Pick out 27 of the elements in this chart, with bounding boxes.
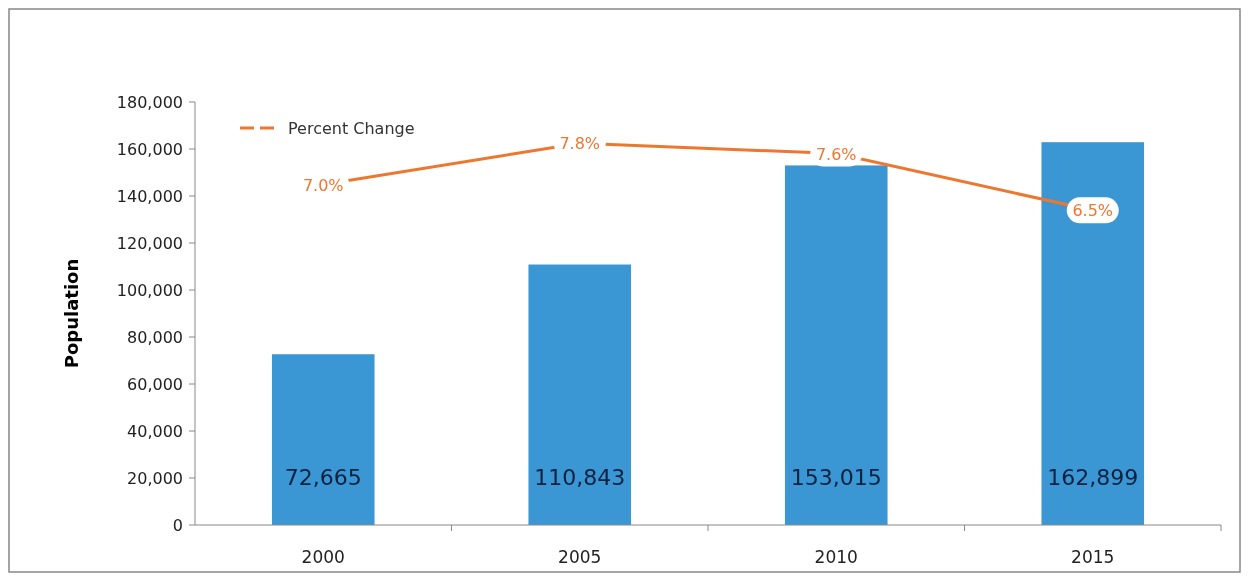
data-label: 162,899 xyxy=(1047,465,1139,490)
y-axis-title: Population xyxy=(61,258,82,369)
bar xyxy=(528,264,632,525)
y-tick-label: 40,000 xyxy=(127,422,183,441)
data-label: 6.5% xyxy=(1072,201,1114,221)
y-tick-label: 140,000 xyxy=(116,187,183,206)
y-tick-label: 100,000 xyxy=(116,281,183,300)
data-label: 72,665 xyxy=(284,465,362,490)
data-label: 7.8% xyxy=(559,134,601,154)
bar xyxy=(271,354,375,525)
data-label: 7.0% xyxy=(302,175,344,195)
y-tick-label: 160,000 xyxy=(116,140,183,159)
x-tick-label: 2000 xyxy=(301,547,345,567)
data-label: 7.6% xyxy=(815,144,857,164)
y-tick-label: 80,000 xyxy=(127,328,183,347)
x-tick-label: 2005 xyxy=(558,547,602,567)
x-tick-label: 2010 xyxy=(814,547,858,567)
y-tick-label: 120,000 xyxy=(116,234,183,253)
y-tick-label: 20,000 xyxy=(127,469,183,488)
bar xyxy=(1041,142,1145,525)
y-tick-label: 0 xyxy=(172,516,183,535)
x-tick-label: 2015 xyxy=(1071,547,1115,567)
data-label: 153,015 xyxy=(790,465,882,490)
y-tick-label: 60,000 xyxy=(127,375,183,394)
legend-label: Percent Change xyxy=(288,119,415,138)
y-tick-label: 180,000 xyxy=(116,93,183,112)
data-label: 110,843 xyxy=(534,465,626,490)
